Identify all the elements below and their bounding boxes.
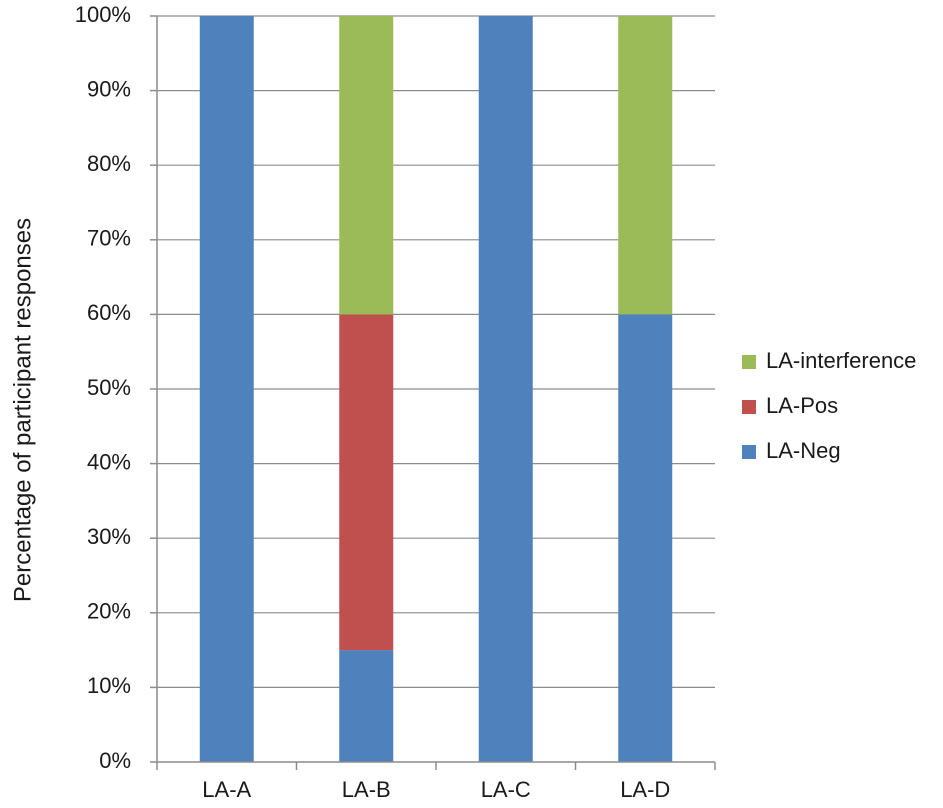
x-tick-label: LA-B (342, 777, 391, 802)
y-tick-label: 60% (87, 300, 131, 325)
bar-segment-la-interference (339, 16, 394, 315)
y-tick-label: 80% (87, 151, 131, 176)
legend-swatch (742, 445, 756, 459)
y-tick-label: 50% (87, 375, 131, 400)
x-tick-label: LA-A (202, 777, 251, 802)
y-tick-label: 70% (87, 226, 131, 251)
bar-segment-la-neg (478, 16, 533, 762)
y-tick-label: 100% (75, 2, 131, 27)
bar-segment-la-neg (618, 314, 673, 762)
legend-label: LA-Neg (766, 438, 841, 463)
bars (199, 16, 673, 762)
legend-swatch (742, 355, 756, 369)
x-tick-label: LA-C (481, 777, 531, 802)
legend: LA-interference LA-Pos LA-Neg (742, 348, 916, 463)
y-tick-label: 20% (87, 599, 131, 624)
x-tick-label: LA-D (620, 777, 670, 802)
legend-swatch (742, 400, 756, 414)
legend-label: LA-interference (766, 348, 916, 373)
bar-segment-la-neg (339, 650, 394, 762)
legend-label: LA-Pos (766, 393, 838, 418)
y-tick-label: 30% (87, 524, 131, 549)
y-tick-labels: 0% 10% 20% 30% 40% 50% 60% 70% 80% 90% 100% (75, 2, 131, 773)
bar-segment-la-neg (199, 16, 254, 762)
axes (156, 16, 715, 763)
y-tick-label: 40% (87, 449, 131, 474)
bar-segment-la-interference (618, 16, 673, 315)
y-tick-label: 0% (99, 748, 131, 773)
y-tick-label: 10% (87, 673, 131, 698)
y-axis-title: Percentage of participant responses (9, 218, 36, 602)
bar-segment-la-pos (339, 314, 394, 651)
y-tick-label: 90% (87, 76, 131, 101)
x-tick-labels: LA-A LA-B LA-C LA-D (202, 777, 670, 802)
